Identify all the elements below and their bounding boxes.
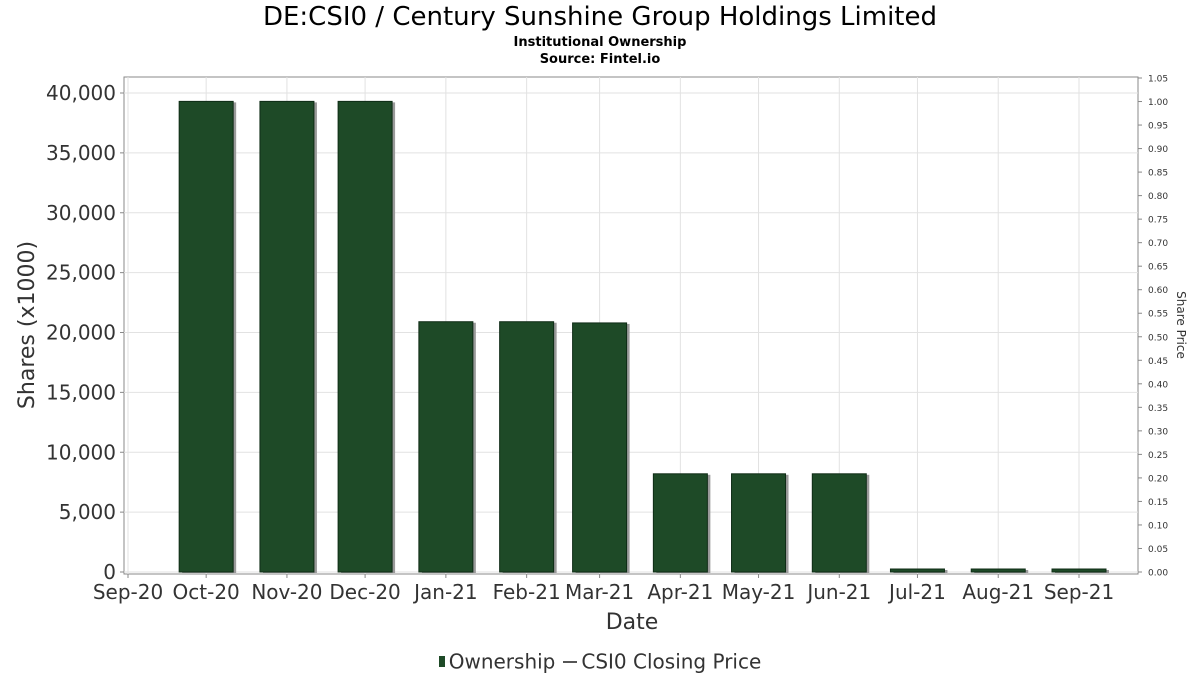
ownership-bar	[337, 100, 393, 573]
y2-tick-label: 0.65	[1148, 263, 1168, 273]
x-tick-label: Jan-21	[412, 580, 478, 604]
ownership-bar	[572, 322, 628, 573]
chart-source: Source: Fintel.io	[539, 52, 661, 67]
y2-tick-label: 0.10	[1148, 521, 1168, 531]
y2-tick-label: 0.00	[1148, 569, 1168, 579]
ownership-bar	[499, 321, 555, 573]
chart-subtitle: Institutional Ownership	[513, 35, 687, 50]
ownership-bar	[418, 321, 474, 573]
y2-tick-label: 0.30	[1148, 427, 1168, 437]
y2-tick-label: 0.55	[1148, 310, 1168, 320]
y-tick-label: 20,000	[46, 321, 116, 345]
y2-tick-label: 0.35	[1148, 404, 1168, 414]
x-tick-label: May-21	[722, 580, 796, 604]
y2-tick-label: 0.95	[1148, 122, 1168, 132]
legend-price: CSI0 Closing Price	[581, 649, 762, 674]
ownership-bar	[178, 100, 234, 573]
y2-tick-label: 0.60	[1148, 286, 1168, 296]
y-tick-label: 10,000	[46, 440, 116, 464]
legend-ownership: Ownership	[448, 649, 556, 674]
y2-tick-label: 0.70	[1148, 239, 1168, 249]
y-tick-label: 15,000	[46, 380, 116, 404]
ownership-bars	[178, 100, 1109, 573]
x-axis-label: Date	[606, 610, 659, 635]
ownership-bar	[889, 568, 945, 573]
x-axis-ticks: Sep-20 Oct-20 Nov-20 Dec-20 Jan-21 Feb-21 Mar-…	[93, 574, 1114, 604]
y2-tick-label: 0.80	[1148, 192, 1168, 202]
y2-tick-label: 0.45	[1148, 357, 1168, 367]
ownership-bar	[811, 473, 867, 573]
x-tick-label: Jul-21	[887, 580, 946, 604]
y-tick-label: 5,000	[59, 500, 116, 524]
y-tick-label: 35,000	[46, 141, 116, 165]
price-legend-swatch	[563, 660, 578, 663]
chart-title: DE:CSI0 / Century Sunshine Group Holding…	[262, 2, 938, 32]
y2-tick-label: 1.05	[1148, 75, 1168, 85]
ownership-bar	[970, 568, 1026, 573]
x-tick-label: Sep-20	[93, 580, 163, 604]
x-tick-label: Feb-21	[493, 580, 561, 604]
y2-tick-label: 0.75	[1148, 216, 1168, 226]
y-tick-label: 0	[103, 560, 116, 584]
y2-axis-ticks: 0.00 0.05 0.10 0.15 0.20 0.25 0.30 0.35 0.40 0.45…	[1138, 75, 1168, 579]
y2-tick-label: 0.20	[1148, 474, 1168, 484]
x-tick-label: Aug-21	[962, 580, 1034, 604]
x-tick-label: Mar-21	[565, 580, 634, 604]
y-axis-ticks: 0 5,000 10,000 15,000 20,000 25,000 30,000 35,0…	[46, 81, 124, 584]
y-tick-label: 40,000	[46, 81, 116, 105]
x-tick-label: Apr-21	[647, 580, 713, 604]
x-tick-label: Sep-21	[1044, 580, 1114, 604]
x-tick-label: Dec-20	[329, 580, 400, 604]
y2-axis-label: Share Price	[1174, 291, 1188, 359]
y2-tick-label: 0.25	[1148, 451, 1168, 461]
y2-tick-label: 0.05	[1148, 545, 1168, 555]
y2-tick-label: 0.15	[1148, 498, 1168, 508]
y2-tick-label: 0.50	[1148, 333, 1168, 343]
y2-tick-label: 1.00	[1148, 98, 1168, 108]
y2-tick-label: 0.90	[1148, 145, 1168, 155]
ownership-bar	[731, 473, 787, 573]
x-tick-label: Nov-20	[251, 580, 322, 604]
y2-tick-label: 0.85	[1148, 169, 1168, 179]
x-tick-label: Jun-21	[805, 580, 871, 604]
y-tick-label: 25,000	[46, 261, 116, 285]
y-tick-label: 30,000	[46, 201, 116, 225]
ownership-legend-swatch	[438, 656, 445, 667]
ownership-bar	[652, 473, 708, 573]
ownership-bar	[259, 100, 315, 573]
ownership-bar	[1051, 568, 1107, 573]
x-tick-label: Oct-20	[173, 580, 240, 604]
y-axis-label: Shares (x1000)	[15, 241, 40, 409]
legend: Ownership CSI0 Closing Price	[0, 648, 1200, 674]
y2-tick-label: 0.40	[1148, 380, 1168, 390]
